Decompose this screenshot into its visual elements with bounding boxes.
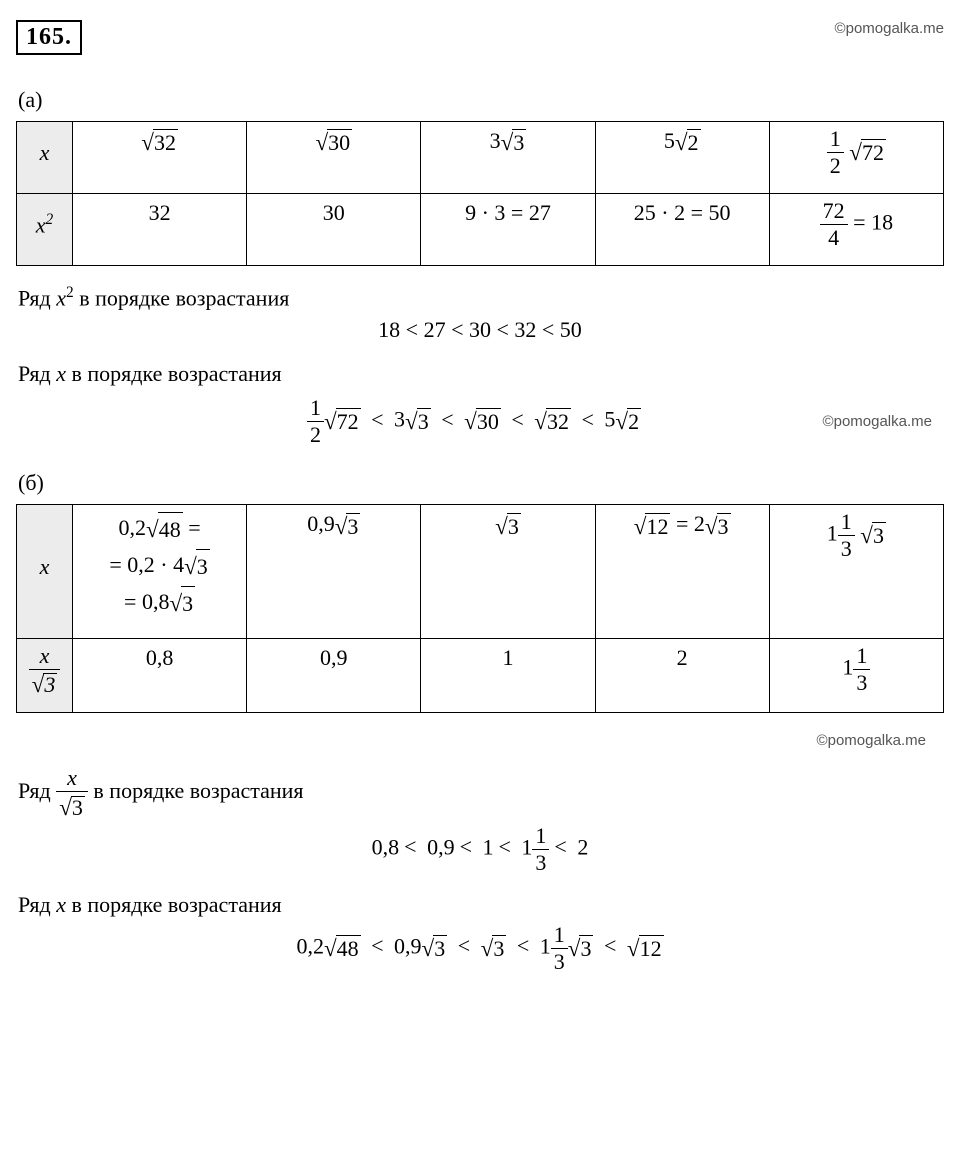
- table-a-row1-header: x: [17, 122, 73, 194]
- table-b-row1-header: x: [17, 505, 73, 639]
- cell-a-x-5: 12 72: [769, 122, 943, 194]
- cell-a-x-3: 33: [421, 122, 595, 194]
- cell-a-x-2: 30: [247, 122, 421, 194]
- copyright-mid: ©pomogalka.me: [823, 413, 932, 430]
- table-b-row2-header: x3: [17, 638, 73, 713]
- cell-b-r-1: 0,8: [73, 638, 247, 713]
- ineq-a-x2: 18 < 27 < 30 < 32 < 50: [16, 317, 944, 343]
- cell-b-x-3: 3: [421, 505, 595, 639]
- ineq-b-x: 0,248 < 0,93 < 3 < 1133 < 12: [16, 924, 944, 973]
- table-row: x 32 30 33 52 12 72: [17, 122, 944, 194]
- copyright-mid2-wrap: ©pomogalka.me: [16, 725, 944, 751]
- text-b-ratio: Ряд x3 в порядке возрастания: [18, 767, 944, 819]
- cell-b-r-3: 1: [421, 638, 595, 713]
- ineq-b-ratio: 0,8< 0,9< 1< 113< 2: [16, 825, 944, 874]
- cell-b-r-5: 113: [769, 638, 943, 713]
- part-a-label: (а): [18, 87, 944, 113]
- problem-number: 165.: [16, 20, 82, 55]
- table-b: x 0,248 = = 0,2 · 43 = 0,83 0,93 3 12 = …: [16, 504, 944, 713]
- cell-b-r-2: 0,9: [247, 638, 421, 713]
- cell-a-x-1: 32: [73, 122, 247, 194]
- cell-a-x2-3: 9 · 3 = 27: [421, 194, 595, 266]
- cell-b-x-5: 113 3: [769, 505, 943, 639]
- part-a: (а) x 32 30 33 52 12 72 x2 32 30 9 · 3 =…: [16, 87, 944, 446]
- table-row: x3 0,8 0,9 1 2 113: [17, 638, 944, 713]
- ineq-a-x-row: 1272 < 33 < 30 < 32 < 52 ©pomogalka.me: [16, 391, 944, 446]
- text-b-x: Ряд x в порядке возрастания: [18, 892, 944, 918]
- table-a: x 32 30 33 52 12 72 x2 32 30 9 · 3 = 27 …: [16, 121, 944, 266]
- cell-a-x-4: 52: [595, 122, 769, 194]
- copyright-top: ©pomogalka.me: [835, 20, 944, 37]
- table-row: x 0,248 = = 0,2 · 43 = 0,83 0,93 3 12 = …: [17, 505, 944, 639]
- ineq-a-x: 1272 < 33 < 30 < 32 < 52: [307, 397, 641, 446]
- header-row: 165. ©pomogalka.me: [16, 20, 944, 59]
- cell-b-r-4: 2: [595, 638, 769, 713]
- part-b: (б) x 0,248 = = 0,2 · 43 = 0,83 0,93 3 1…: [16, 470, 944, 973]
- text-a-x2: Ряд x2 в порядке возрастания: [18, 284, 944, 311]
- cell-a-x2-2: 30: [247, 194, 421, 266]
- table-row: x2 32 30 9 · 3 = 27 25 · 2 = 50 724 = 18: [17, 194, 944, 266]
- cell-b-x-4: 12 = 23: [595, 505, 769, 639]
- text-a-x: Ряд x в порядке возрастания: [18, 361, 944, 387]
- cell-a-x2-4: 25 · 2 = 50: [595, 194, 769, 266]
- cell-a-x2-5: 724 = 18: [769, 194, 943, 266]
- copyright-mid2: ©pomogalka.me: [817, 732, 926, 749]
- table-a-row2-header: x2: [17, 194, 73, 266]
- cell-b-x-1: 0,248 = = 0,2 · 43 = 0,83: [73, 505, 247, 639]
- part-b-label: (б): [18, 470, 944, 496]
- cell-a-x2-1: 32: [73, 194, 247, 266]
- cell-b-x-2: 0,93: [247, 505, 421, 639]
